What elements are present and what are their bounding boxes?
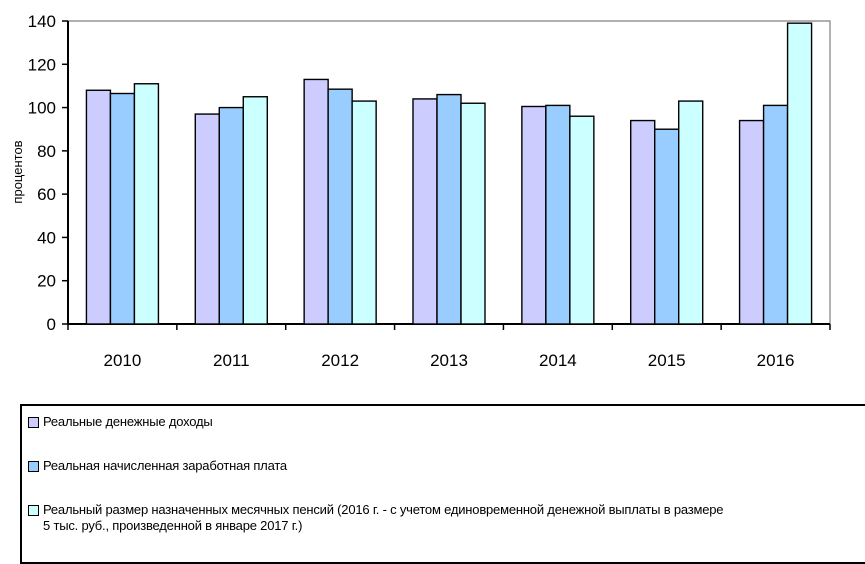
bar xyxy=(303,78,329,325)
y-axis-label: процентов xyxy=(10,140,25,203)
y-tick-label: 120 xyxy=(28,55,56,74)
bar xyxy=(436,93,462,325)
legend-label-real-wage: Реальная начисленная заработная плата xyxy=(43,458,287,473)
y-tick-label: 80 xyxy=(37,142,56,161)
y-tick-label: 0 xyxy=(47,315,56,334)
x-tick-label: 2014 xyxy=(539,351,577,370)
legend-swatch-real-wage xyxy=(28,461,39,472)
plot-border xyxy=(68,20,831,324)
bar xyxy=(460,102,486,325)
y-tick-label: 40 xyxy=(37,228,56,247)
bar xyxy=(412,98,438,325)
x-tick-label: 2012 xyxy=(321,351,359,370)
bar xyxy=(242,96,268,325)
x-tick-label: 2010 xyxy=(104,351,142,370)
legend-label-real-pension: Реальный размер назначенных месячных пен… xyxy=(43,502,724,533)
bar xyxy=(133,83,160,325)
bar xyxy=(569,115,595,325)
bar xyxy=(85,89,112,325)
legend-swatch-real-income xyxy=(28,417,39,428)
bar xyxy=(521,105,547,325)
y-tick-label: 140 xyxy=(28,12,56,31)
bar xyxy=(327,88,353,325)
bar xyxy=(351,100,377,325)
y-tick-label: 20 xyxy=(37,272,56,291)
x-tick-label: 2015 xyxy=(648,351,686,370)
bar xyxy=(678,100,704,325)
bar xyxy=(738,119,765,325)
x-tick-label: 2016 xyxy=(757,351,795,370)
legend-item-real-wage: Реальная начисленная заработная плата xyxy=(28,458,865,474)
bar-chart: процентов 0 20 40 60 80 100 120 140 2010 2011 2012… xyxy=(10,12,831,370)
x-tick-label: 2011 xyxy=(213,351,250,370)
legend-swatch-real-pension xyxy=(28,505,39,516)
bar xyxy=(194,113,220,325)
legend-item-real-pension: Реальный размер назначенных месячных пен… xyxy=(28,502,865,534)
legend: Реальные денежные доходы Реальная начисл… xyxy=(20,404,865,564)
y-tick-label: 60 xyxy=(37,185,56,204)
x-tick-label: 2013 xyxy=(430,351,468,370)
y-tick-label: 100 xyxy=(28,99,56,118)
bar xyxy=(630,119,656,325)
bar xyxy=(545,104,571,325)
legend-item-real-income: Реальные денежные доходы xyxy=(28,414,865,430)
bar xyxy=(786,22,813,325)
bar xyxy=(218,106,244,325)
bar xyxy=(109,92,136,325)
bar xyxy=(654,128,680,325)
legend-label-real-income: Реальные денежные доходы xyxy=(43,414,213,429)
bar xyxy=(762,104,789,325)
plot-area: 0 20 40 60 80 100 120 140 2010 2011 2012 2013 2014 20… xyxy=(28,12,831,370)
